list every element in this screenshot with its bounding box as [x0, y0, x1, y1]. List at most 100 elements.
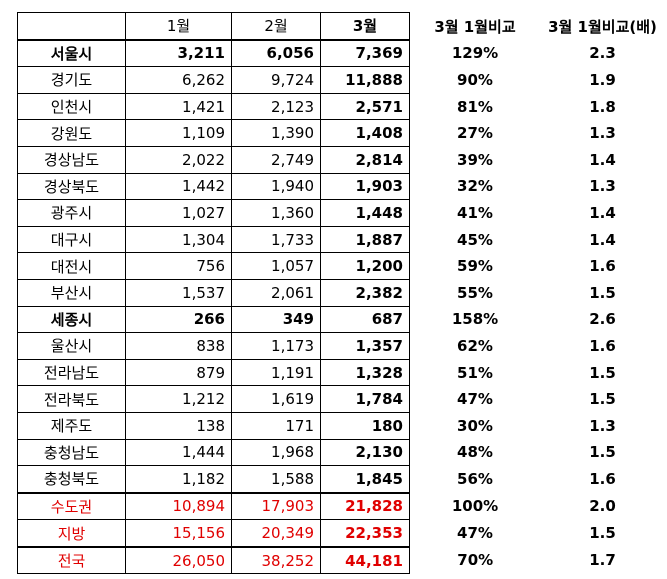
mar-cell[interactable]: 1,784	[320, 385, 410, 413]
feb-cell[interactable]: 20,349	[231, 519, 321, 548]
pct-cell[interactable]: 62%	[457, 336, 493, 355]
header-pct[interactable]: 3월 1월비교	[434, 17, 516, 36]
feb-cell[interactable]: 1,173	[231, 332, 321, 360]
pct-cell[interactable]: 45%	[457, 230, 493, 249]
region-cell[interactable]: 부산시	[17, 278, 126, 307]
ratio-cell[interactable]: 1.3	[589, 124, 616, 143]
mar-cell[interactable]: 1,448	[320, 199, 410, 227]
pct-cell[interactable]: 41%	[457, 203, 493, 222]
region-cell[interactable]: 제주도	[17, 411, 126, 440]
region-cell[interactable]: 광주시	[17, 199, 126, 227]
pct-cell[interactable]: 27%	[457, 124, 493, 143]
region-cell[interactable]: 충청남도	[17, 438, 126, 467]
jan-cell[interactable]: 1,444	[125, 438, 232, 467]
jan-cell[interactable]: 879	[125, 358, 232, 387]
region-cell[interactable]: 대전시	[17, 252, 126, 280]
region-cell[interactable]: 경상남도	[17, 145, 126, 174]
ratio-cell[interactable]: 1.6	[589, 470, 616, 489]
ratio-cell[interactable]: 1.3	[589, 416, 616, 435]
feb-cell[interactable]: 2,749	[231, 145, 321, 174]
ratio-cell[interactable]: 1.4	[589, 150, 616, 169]
ratio-cell[interactable]: 1.7	[589, 551, 616, 570]
jan-cell[interactable]: 838	[125, 332, 232, 360]
feb-cell[interactable]: 6,056	[231, 39, 321, 68]
feb-cell[interactable]: 1,968	[231, 438, 321, 467]
pct-cell[interactable]: 70%	[457, 551, 494, 570]
feb-cell[interactable]: 1,588	[231, 465, 321, 494]
pct-cell[interactable]: 158%	[451, 310, 499, 329]
jan-cell[interactable]: 266	[125, 305, 232, 334]
feb-cell[interactable]: 1,733	[231, 225, 321, 254]
region-cell[interactable]: 전국	[17, 545, 126, 575]
mar-cell[interactable]: 1,200	[320, 252, 410, 280]
pct-cell[interactable]: 47%	[457, 524, 493, 543]
jan-cell[interactable]: 1,027	[125, 199, 232, 227]
mar-cell[interactable]: 2,571	[320, 92, 410, 121]
ratio-cell[interactable]: 1.5	[589, 443, 616, 462]
feb-cell[interactable]: 1,390	[231, 119, 321, 147]
pct-cell[interactable]: 81%	[457, 97, 493, 116]
jan-cell[interactable]: 1,537	[125, 278, 232, 307]
pct-cell[interactable]: 39%	[457, 150, 493, 169]
mar-cell[interactable]: 1,887	[320, 225, 410, 254]
jan-cell[interactable]: 6,262	[125, 66, 232, 94]
region-cell[interactable]: 전라남도	[17, 358, 126, 387]
feb-cell[interactable]: 1,057	[231, 252, 321, 280]
mar-cell[interactable]: 21,828	[320, 491, 410, 521]
pct-cell[interactable]: 100%	[451, 497, 499, 516]
region-cell[interactable]: 인천시	[17, 92, 126, 121]
region-cell[interactable]: 전라북도	[17, 385, 126, 413]
header-mar[interactable]: 3월	[320, 11, 410, 41]
jan-cell[interactable]: 1,212	[125, 385, 232, 413]
feb-cell[interactable]: 17,903	[231, 491, 321, 521]
jan-cell[interactable]: 1,109	[125, 119, 232, 147]
jan-cell[interactable]: 10,894	[125, 491, 232, 521]
region-cell[interactable]: 강원도	[17, 119, 126, 147]
mar-cell[interactable]: 7,369	[320, 39, 410, 68]
ratio-cell[interactable]: 1.5	[589, 524, 616, 543]
mar-cell[interactable]: 22,353	[320, 519, 410, 548]
region-cell[interactable]: 대구시	[17, 225, 126, 254]
jan-cell[interactable]: 138	[125, 411, 232, 440]
pct-cell[interactable]: 55%	[457, 283, 493, 302]
feb-cell[interactable]: 171	[231, 411, 321, 440]
ratio-cell[interactable]: 1.3	[589, 177, 616, 196]
ratio-cell[interactable]: 1.6	[589, 336, 616, 355]
jan-cell[interactable]: 1,421	[125, 92, 232, 121]
mar-cell[interactable]: 2,382	[320, 278, 410, 307]
feb-cell[interactable]: 9,724	[231, 66, 321, 94]
feb-cell[interactable]: 2,123	[231, 92, 321, 121]
jan-cell[interactable]: 1,304	[125, 225, 232, 254]
header-region-cell[interactable]	[17, 11, 126, 41]
feb-cell[interactable]: 1,191	[231, 358, 321, 387]
region-cell[interactable]: 서울시	[17, 39, 126, 68]
mar-cell[interactable]: 2,814	[320, 145, 410, 174]
pct-cell[interactable]: 30%	[457, 416, 493, 435]
jan-cell[interactable]: 15,156	[125, 519, 232, 548]
mar-cell[interactable]: 1,357	[320, 332, 410, 360]
mar-cell[interactable]: 180	[320, 411, 410, 440]
jan-cell[interactable]: 1,182	[125, 465, 232, 494]
jan-cell[interactable]: 1,442	[125, 172, 232, 201]
header-feb[interactable]: 2월	[231, 11, 321, 41]
ratio-cell[interactable]: 1.4	[589, 203, 616, 222]
feb-cell[interactable]: 1,940	[231, 172, 321, 201]
jan-cell[interactable]: 26,050	[125, 545, 232, 575]
ratio-cell[interactable]: 2.6	[589, 310, 616, 329]
pct-cell[interactable]: 51%	[457, 363, 493, 382]
region-cell[interactable]: 세종시	[17, 305, 126, 334]
ratio-cell[interactable]: 1.8	[589, 97, 616, 116]
mar-cell[interactable]: 44,181	[320, 545, 410, 575]
mar-cell[interactable]: 1,408	[320, 119, 410, 147]
mar-cell[interactable]: 1,845	[320, 465, 410, 494]
jan-cell[interactable]: 756	[125, 252, 232, 280]
ratio-cell[interactable]: 2.3	[589, 44, 616, 63]
feb-cell[interactable]: 2,061	[231, 278, 321, 307]
ratio-cell[interactable]: 1.4	[589, 230, 616, 249]
mar-cell[interactable]: 1,903	[320, 172, 410, 201]
ratio-cell[interactable]: 1.5	[589, 363, 616, 382]
pct-cell[interactable]: 59%	[457, 257, 493, 276]
ratio-cell[interactable]: 1.5	[589, 390, 616, 409]
header-jan[interactable]: 1월	[125, 11, 232, 41]
ratio-cell[interactable]: 1.5	[589, 283, 616, 302]
